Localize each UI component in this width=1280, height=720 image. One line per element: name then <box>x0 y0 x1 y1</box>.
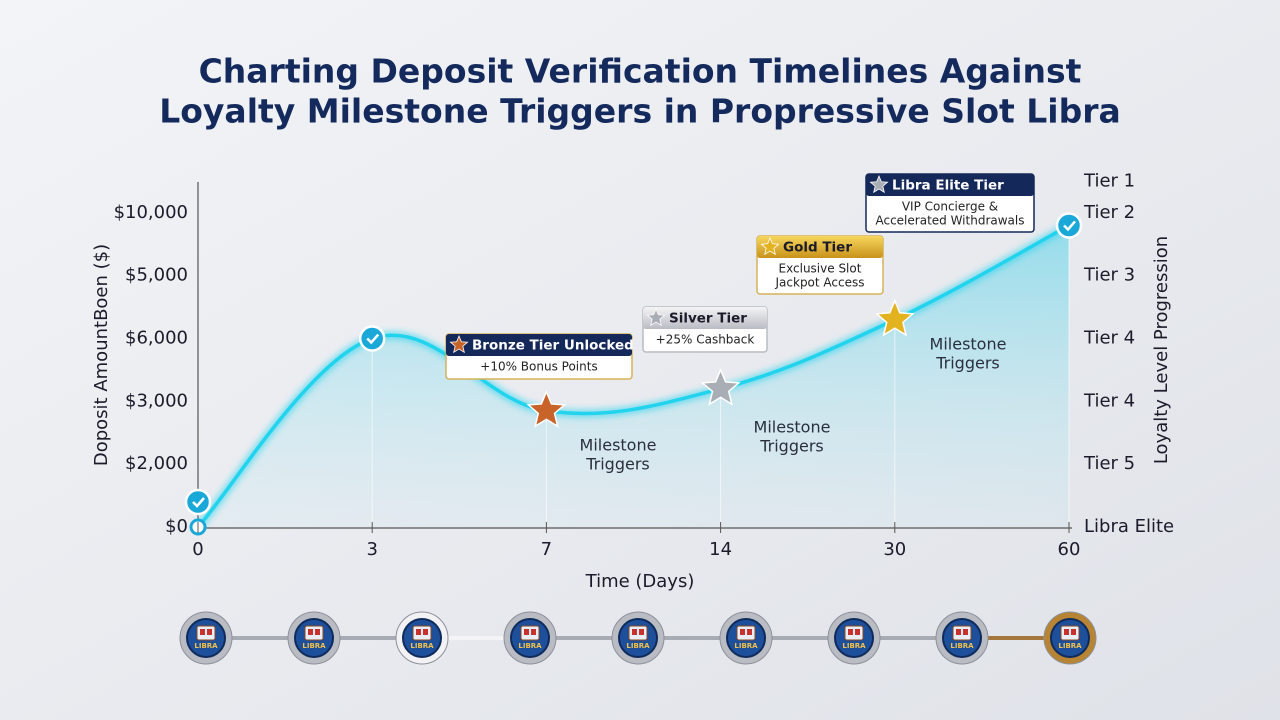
chart-title: Loyalty Milestone Triggers in Propressiv… <box>159 92 1121 131</box>
callout-title: Silver Tier <box>669 311 747 327</box>
callout-text: +10% Bonus Points <box>480 360 597 374</box>
reel <box>207 629 212 635</box>
icon-label: LIBRA <box>302 642 326 650</box>
slot-machine <box>952 625 972 641</box>
icon-label: LIBRA <box>1058 642 1082 650</box>
reel <box>531 629 536 635</box>
reel <box>308 629 313 635</box>
callout-title: Libra Elite Tier <box>892 178 1004 194</box>
icon-label: LIBRA <box>410 642 434 650</box>
y2-tick-label: Tier 5 <box>1083 453 1135 474</box>
star-marker <box>700 367 741 406</box>
callout-header <box>866 174 1034 196</box>
slot-machine <box>412 625 432 641</box>
y2-tick-label: Tier 4 <box>1083 328 1135 349</box>
reel <box>632 629 637 635</box>
slot-machine <box>304 625 324 641</box>
callout-text: VIP Concierge & <box>902 200 998 214</box>
reel <box>524 629 529 635</box>
reel <box>1064 629 1069 635</box>
y2-tick-label: Tier 4 <box>1083 390 1135 411</box>
line <box>196 223 1070 529</box>
y-tick-label: $3,000 <box>125 390 188 411</box>
check <box>1063 220 1076 232</box>
reel <box>855 629 860 635</box>
milestone-label: Milestone <box>580 436 657 455</box>
milestone-label: Triggers <box>935 354 1000 373</box>
slot-machine <box>844 625 864 641</box>
reel <box>639 629 644 635</box>
y-tick-label: $2,000 <box>125 453 188 474</box>
y-tick-label: $5,000 <box>125 265 188 286</box>
check-marker <box>184 488 212 516</box>
callout-text: Exclusive Slot <box>779 262 862 276</box>
callout-header <box>446 334 632 356</box>
callout-star <box>646 307 666 327</box>
x-tick-label: 30 <box>883 539 906 560</box>
y2-tick-label: Tier 2 <box>1083 202 1135 223</box>
x-tick-label: 7 <box>541 539 552 560</box>
slot-machine <box>1060 625 1080 641</box>
milestone-label: Triggers <box>585 455 650 474</box>
x-tick-label: 60 <box>1058 539 1081 560</box>
y2-tick-label: Tier 1 <box>1083 171 1135 192</box>
callout-text: +25% Cashback <box>656 333 755 347</box>
check <box>366 333 380 345</box>
x-tick-label: 3 <box>366 539 377 560</box>
reel <box>200 629 205 635</box>
reel <box>747 629 752 635</box>
chart-title: Charting Deposit Verification Timelines … <box>199 52 1082 91</box>
y-axis-label: Doposit AmountBoen ($) <box>91 244 112 466</box>
area <box>198 225 1069 528</box>
slot-machine <box>196 625 216 641</box>
y2-tick-label: Libra Elite <box>1084 516 1174 537</box>
callout-header <box>643 307 767 329</box>
x-tick-label: 14 <box>709 539 732 560</box>
y-tick-label: $0 <box>165 516 188 537</box>
reel <box>848 629 853 635</box>
callout-header <box>757 236 883 258</box>
icon-label: LIBRA <box>194 642 218 650</box>
reel <box>963 629 968 635</box>
icon-label: LIBRA <box>950 642 974 650</box>
reel <box>740 629 745 635</box>
x-tick-label: 0 <box>192 539 203 560</box>
reel <box>416 629 421 635</box>
icon-label: LIBRA <box>626 642 650 650</box>
callout-title: Gold Tier <box>783 240 852 256</box>
callout-star <box>869 174 889 194</box>
callout-title: Bronze Tier Unlocked <box>472 338 634 354</box>
slot-machine <box>628 625 648 641</box>
milestone-label: Triggers <box>759 437 824 456</box>
x-axis-label: Time (Days) <box>585 571 695 592</box>
y2-axis-label: Loyalty Level Progression <box>1151 236 1172 464</box>
slot-machine <box>736 625 756 641</box>
star-marker <box>874 298 915 337</box>
reel <box>1071 629 1076 635</box>
reel <box>423 629 428 635</box>
y-tick-label: $6,000 <box>125 328 188 349</box>
milestone-label: Milestone <box>930 335 1007 354</box>
y-tick-label: $10,000 <box>114 202 188 223</box>
milestone-label: Milestone <box>754 418 831 437</box>
icon-label: LIBRA <box>842 642 866 650</box>
icon-label: LIBRA <box>518 642 542 650</box>
check-marker <box>358 325 386 352</box>
callout-star <box>449 334 469 354</box>
callout-text: Accelerated Withdrawals <box>875 214 1024 228</box>
star-marker <box>526 389 567 428</box>
reel <box>315 629 320 635</box>
callout-text: Jackpot Access <box>775 276 865 290</box>
y2-tick-label: Tier 3 <box>1083 265 1135 286</box>
slot-machine <box>520 625 540 641</box>
reel <box>956 629 961 635</box>
icon-label: LIBRA <box>734 642 758 650</box>
check-marker <box>1055 212 1083 239</box>
check <box>192 497 205 508</box>
callout-star <box>760 236 780 256</box>
